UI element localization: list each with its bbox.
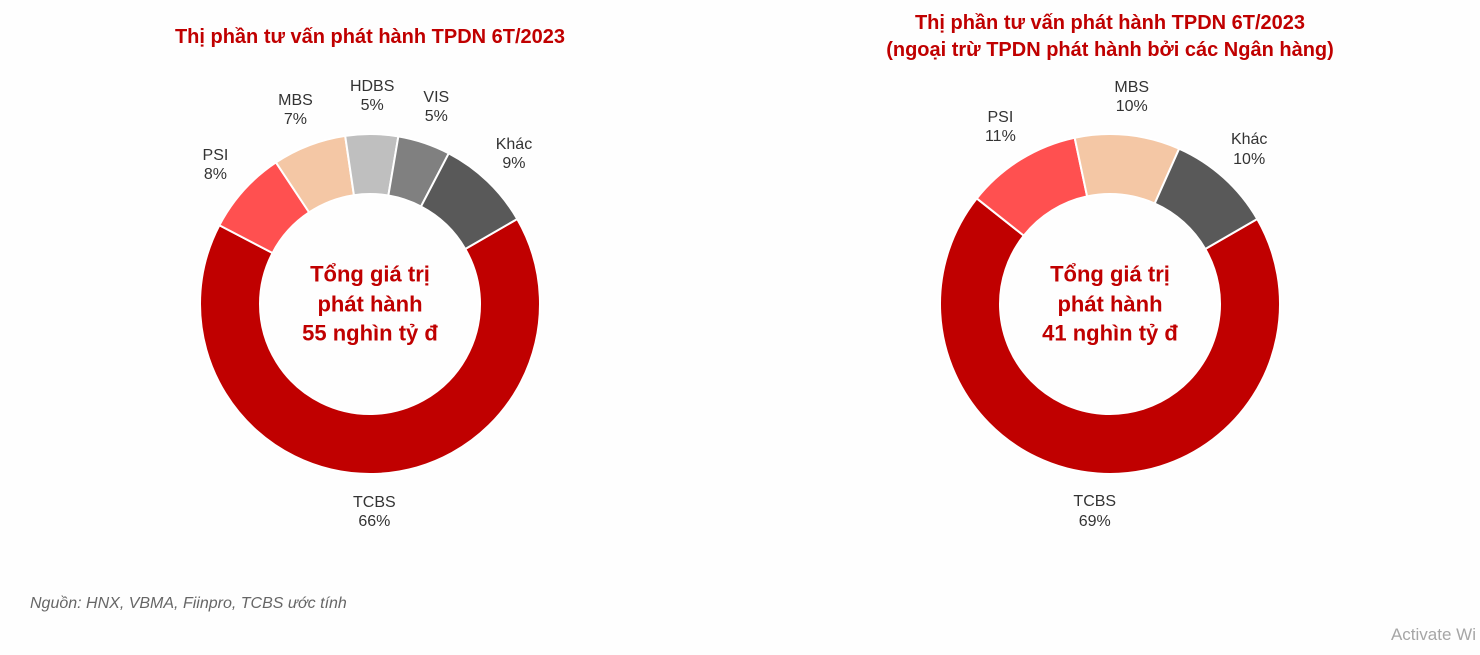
chart-block-0: Thị phần tư vấn phát hành TPDN 6T/2023TC… — [20, 10, 720, 504]
slice-label-psi: PSI 11% — [985, 108, 1016, 146]
slice-label-psi: PSI 8% — [203, 146, 229, 184]
charts-row: Thị phần tư vấn phát hành TPDN 6T/2023TC… — [0, 0, 1480, 504]
chart-block-1: Thị phần tư vấn phát hành TPDN 6T/2023 (… — [760, 10, 1460, 504]
donut-wrap: TCBS 69%PSI 11%MBS 10%Khác 10%Tổng giá t… — [830, 74, 1390, 504]
activate-windows-watermark: Activate Wi — [1391, 625, 1476, 645]
slice-label-khac: Khác 9% — [496, 135, 532, 173]
donut-chart — [830, 74, 1390, 504]
slice-tcbs — [940, 198, 1280, 474]
chart-title: Thị phần tư vấn phát hành TPDN 6T/2023 — [175, 10, 565, 64]
slice-label-hdbs: HDBS 5% — [350, 77, 394, 115]
slice-label-mbs: MBS 10% — [1114, 78, 1149, 116]
source-note: Nguồn: HNX, VBMA, Fiinpro, TCBS ước tính — [30, 595, 347, 613]
slice-label-tcbs: TCBS 66% — [353, 493, 396, 531]
chart-title: Thị phần tư vấn phát hành TPDN 6T/2023 (… — [886, 10, 1334, 64]
slice-label-khac: Khác 10% — [1231, 130, 1267, 168]
donut-wrap: TCBS 66%PSI 8%MBS 7%HDBS 5%VIS 5%Khác 9%… — [90, 74, 650, 504]
slice-label-tcbs: TCBS 69% — [1073, 492, 1116, 530]
donut-chart — [90, 74, 650, 504]
slice-tcbs — [200, 219, 540, 474]
slice-label-mbs: MBS 7% — [278, 91, 313, 129]
slice-label-vis: VIS 5% — [423, 88, 449, 126]
